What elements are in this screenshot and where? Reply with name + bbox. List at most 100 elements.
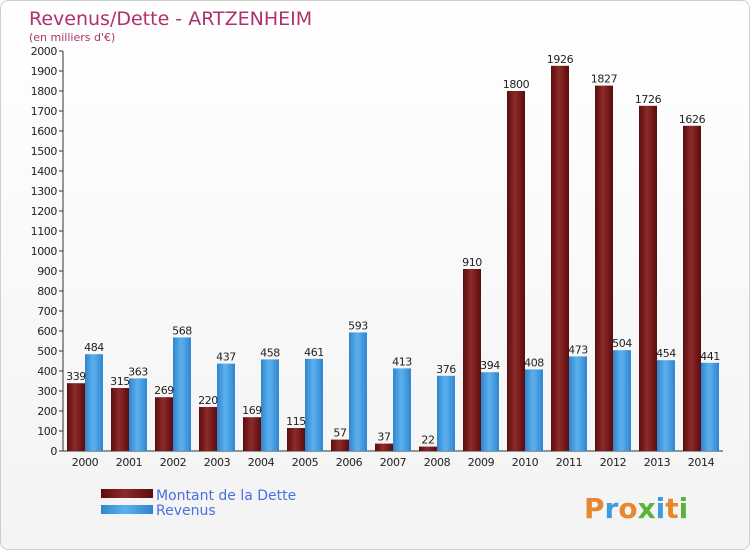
value-label-debt: 37 xyxy=(377,431,391,444)
x-tick-label: 2011 xyxy=(556,456,582,469)
x-tick-label: 2006 xyxy=(336,456,363,469)
bar-revenue xyxy=(129,378,147,451)
y-tick-label: 700 xyxy=(37,305,57,318)
value-label-revenue: 473 xyxy=(568,343,588,356)
y-tick-label: 500 xyxy=(37,345,57,358)
bar-debt xyxy=(243,417,261,451)
x-tick-label: 2002 xyxy=(160,456,186,469)
bars xyxy=(67,65,719,452)
bar-debt xyxy=(67,383,85,451)
y-tick-label: 1600 xyxy=(31,125,58,138)
y-tick-label: 800 xyxy=(37,285,57,298)
x-tick-label: 2009 xyxy=(468,456,495,469)
value-label-debt: 1827 xyxy=(591,73,618,86)
bar-revenue xyxy=(349,332,367,451)
value-label-debt: 1626 xyxy=(679,113,706,126)
bar-revenue xyxy=(305,358,323,451)
x-tick-label: 2007 xyxy=(380,456,407,469)
bar-revenue xyxy=(173,337,191,451)
bar-revenue xyxy=(613,350,631,451)
x-tick-label: 2014 xyxy=(688,456,715,469)
y-tick-label: 1100 xyxy=(31,225,58,238)
legend-swatch-revenue xyxy=(101,505,153,514)
value-label-debt: 1726 xyxy=(635,93,662,106)
x-tick-label: 2004 xyxy=(248,456,275,469)
value-label-debt: 339 xyxy=(66,370,86,383)
y-tick-label: 100 xyxy=(37,425,57,438)
y-axis: 0 100 200 300 400 500 600 700 800 900 1000 1100 1200… xyxy=(31,45,64,458)
chart-title: Revenus/Dette - ARTZENHEIM xyxy=(29,8,312,30)
y-tick-label: 400 xyxy=(37,365,57,378)
value-label-revenue: 504 xyxy=(612,337,632,350)
value-label-debt: 910 xyxy=(462,256,482,269)
y-tick-label: 2000 xyxy=(31,45,58,58)
bar-debt xyxy=(551,65,569,452)
legend-swatch-debt xyxy=(101,489,153,498)
y-tick-label: 200 xyxy=(37,405,57,418)
value-label-debt: 1800 xyxy=(503,78,530,91)
y-tick-label: 300 xyxy=(37,385,57,398)
value-label-revenue: 441 xyxy=(700,350,720,363)
x-tick-label: 2013 xyxy=(644,456,671,469)
bar-revenue xyxy=(525,369,543,451)
value-label-revenue: 376 xyxy=(436,363,456,376)
bar-revenue xyxy=(85,354,103,451)
value-label-debt: 269 xyxy=(154,384,174,397)
x-tick-label: 2010 xyxy=(512,456,539,469)
value-label-debt: 22 xyxy=(421,434,434,447)
value-label-revenue: 484 xyxy=(84,341,104,354)
value-label-revenue: 413 xyxy=(392,355,412,368)
bar-revenue xyxy=(217,363,235,451)
value-label-debt: 315 xyxy=(110,375,130,388)
y-tick-label: 900 xyxy=(37,265,57,278)
value-label-revenue: 461 xyxy=(304,346,324,359)
bar-revenue xyxy=(393,368,411,451)
value-label-revenue: 593 xyxy=(348,319,368,332)
bar-debt xyxy=(419,446,437,451)
value-label-revenue: 394 xyxy=(480,359,500,372)
logo-text: Proxiti xyxy=(584,492,688,525)
chart-subtitle: (en milliers d'€) xyxy=(29,31,115,44)
x-tick-label: 2012 xyxy=(600,456,626,469)
legend: Montant de la Dette Revenus xyxy=(101,488,296,519)
bar-debt xyxy=(331,439,349,451)
value-label-debt: 1926 xyxy=(547,53,574,66)
bar-debt xyxy=(639,105,657,452)
y-tick-label: 1400 xyxy=(31,165,58,178)
y-tick-label: 1500 xyxy=(31,145,58,158)
value-label-revenue: 458 xyxy=(260,346,280,359)
bar-debt xyxy=(683,125,701,452)
bar-debt xyxy=(463,269,481,451)
value-label-debt: 57 xyxy=(333,427,347,440)
value-label-revenue: 454 xyxy=(656,347,676,360)
bar-debt xyxy=(375,443,393,451)
y-tick-label: 0 xyxy=(50,445,57,458)
bar-debt xyxy=(507,91,525,451)
bar-debt xyxy=(155,397,173,451)
value-label-revenue: 408 xyxy=(524,356,544,369)
bar-revenue xyxy=(437,375,455,451)
bar-debt xyxy=(199,407,217,451)
x-axis: 2000 2001 2002 2003 2004 2005 2006 2007 2008 2009… xyxy=(63,450,723,469)
y-tick-label: 1800 xyxy=(31,85,58,98)
x-tick-label: 2008 xyxy=(424,456,451,469)
y-tick-label: 1700 xyxy=(31,105,58,118)
value-label-revenue: 568 xyxy=(172,324,192,337)
value-label-debt: 220 xyxy=(198,394,218,407)
value-label-revenue: 363 xyxy=(128,365,148,378)
bar-debt xyxy=(595,85,613,451)
x-tick-label: 2001 xyxy=(116,456,142,469)
y-tick-label: 1000 xyxy=(31,245,58,258)
legend-label-revenue: Revenus xyxy=(156,503,216,519)
y-tick-label: 1300 xyxy=(31,185,58,198)
bar-revenue xyxy=(481,372,499,451)
value-label-revenue: 437 xyxy=(216,351,236,364)
bar-revenue xyxy=(701,362,719,451)
x-tick-label: 2000 xyxy=(72,456,99,469)
bar-debt xyxy=(111,388,129,451)
x-tick-label: 2005 xyxy=(292,456,319,469)
y-tick-label: 1200 xyxy=(31,205,58,218)
value-label-debt: 169 xyxy=(242,404,262,417)
